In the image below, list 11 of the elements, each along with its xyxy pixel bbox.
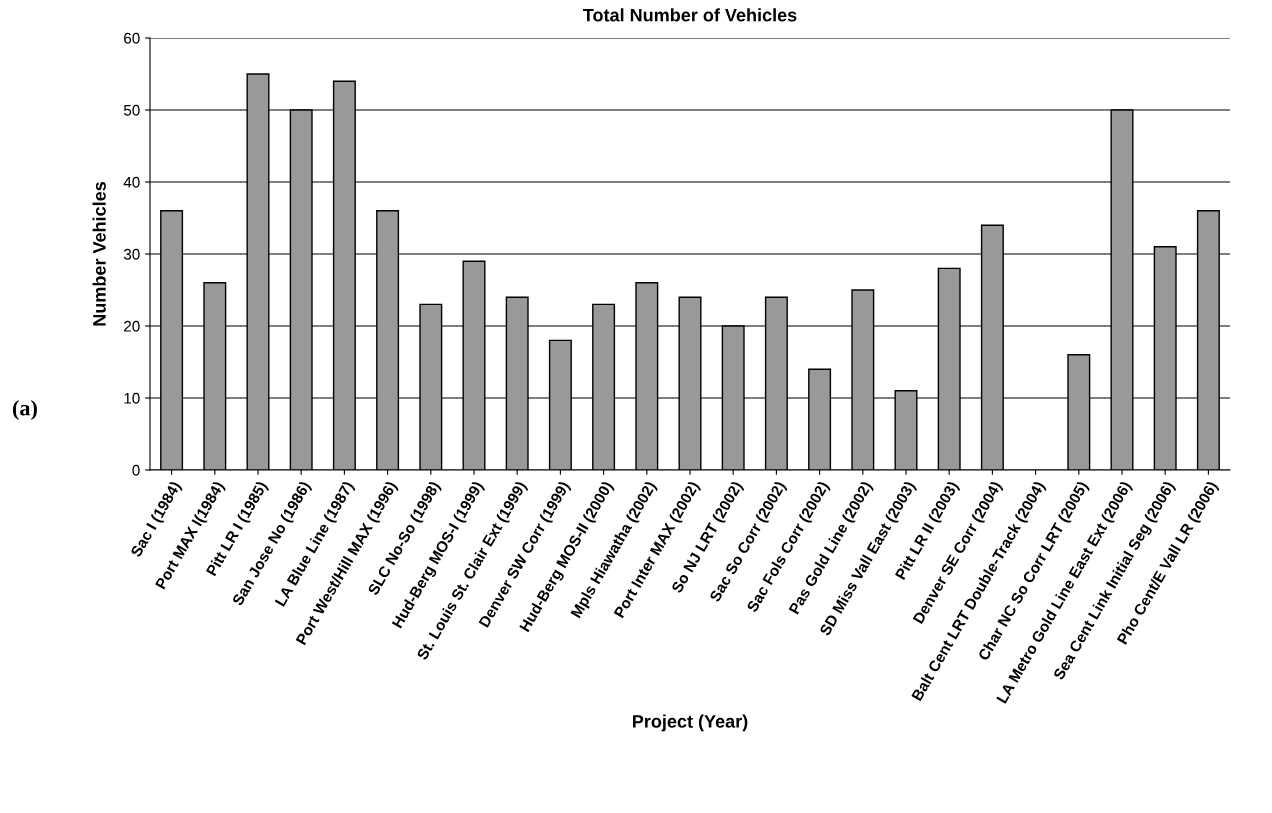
y-tick-label: 10 — [124, 392, 140, 404]
y-tick-label: 50 — [123, 104, 140, 116]
y-tick-label: 0 — [132, 464, 140, 476]
y-tick-label: 20 — [124, 320, 140, 332]
text: (a) — [12, 399, 37, 421]
x-axis-title: Project (Year) — [633, 714, 748, 732]
chart-title: Total Number of Vehicles — [583, 8, 797, 22]
y-tick-label: 40 — [123, 176, 140, 188]
y-tick-label: 60 — [124, 32, 140, 44]
y-tick-label: 30 — [123, 248, 140, 260]
y-axis-title: Number Vehicles — [92, 181, 106, 326]
